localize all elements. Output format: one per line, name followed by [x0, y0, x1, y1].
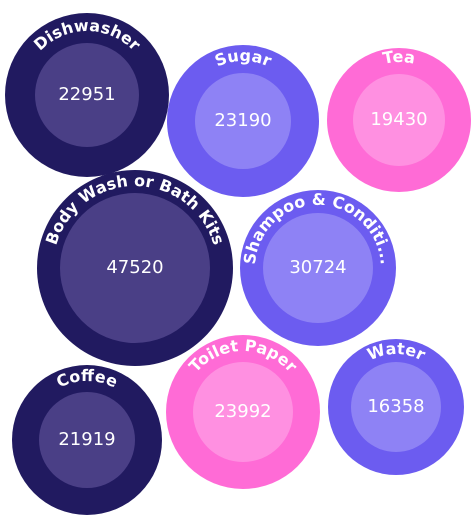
bubble-inner	[60, 193, 210, 343]
bubble-value: 21919	[58, 429, 115, 450]
bubble-inner	[195, 73, 291, 169]
bubble-value: 22951	[58, 84, 115, 105]
bubble-inner	[39, 392, 135, 488]
bubble-value: 16358	[367, 396, 424, 417]
bubble-inner	[353, 74, 445, 166]
bubble-value: 23190	[214, 110, 271, 131]
bubble-value: 23992	[214, 401, 271, 422]
bubble-value: 30724	[289, 257, 346, 278]
bubble-inner	[35, 43, 139, 147]
bubble-inner	[263, 213, 373, 323]
bubble-inner	[351, 362, 441, 452]
bubble-value: 47520	[106, 257, 163, 278]
bubble-label-path: Tea	[381, 47, 417, 68]
bubble-value: 19430	[370, 109, 427, 130]
bubble-inner	[193, 362, 293, 462]
bubble-label: Tea	[381, 47, 417, 68]
